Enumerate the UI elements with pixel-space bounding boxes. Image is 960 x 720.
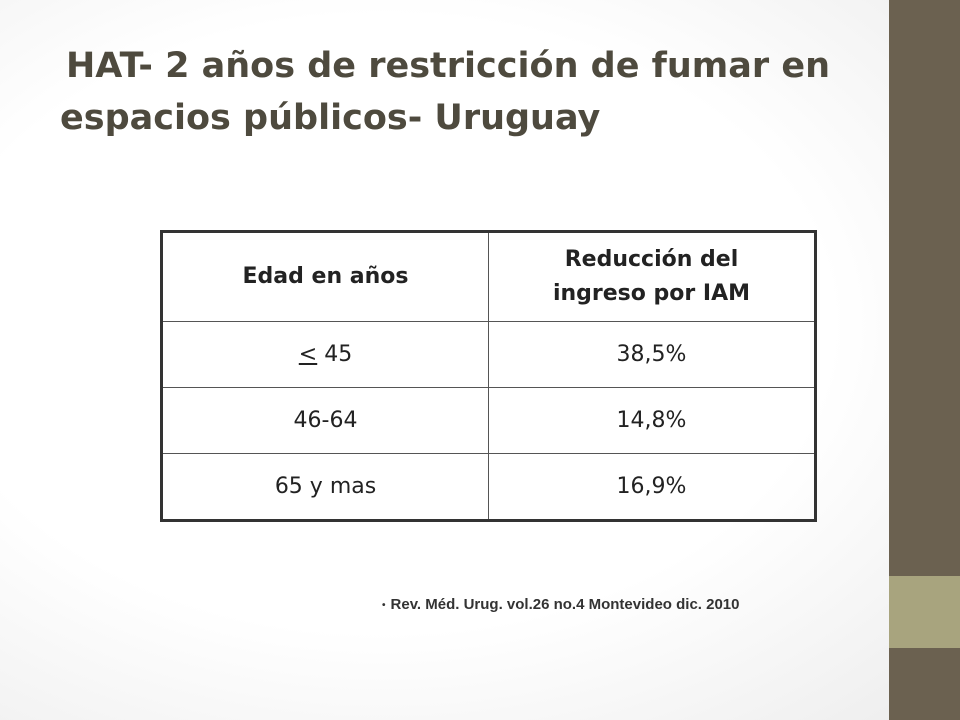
header-age: Edad en años bbox=[161, 231, 489, 322]
cell-age-value: 45 bbox=[317, 342, 353, 367]
table-row: < 45 38,5% bbox=[161, 321, 816, 388]
side-decoration-accent bbox=[889, 576, 960, 648]
table-row: 65 y mas 16,9% bbox=[161, 453, 816, 521]
header-reduction: Reducción del ingreso por IAM bbox=[488, 231, 816, 322]
cell-reduction: 16,9% bbox=[488, 453, 816, 521]
slide-title-line2: espacios públicos- Uruguay bbox=[60, 98, 601, 138]
iam-reduction-table: Edad en años Reducción del ingreso por I… bbox=[160, 230, 817, 522]
cell-age: 65 y mas bbox=[161, 453, 489, 521]
cell-age: < 45 bbox=[161, 321, 489, 388]
reference-text: Rev. Méd. Urug. vol.26 no.4 Montevideo d… bbox=[390, 596, 740, 613]
slide-title: HAT- 2 años de restricción de fumar en e… bbox=[60, 40, 880, 144]
source-reference: • Rev. Méd. Urug. vol.26 no.4 Montevideo … bbox=[382, 596, 740, 613]
cell-age: 46-64 bbox=[161, 387, 489, 454]
bullet-icon: • bbox=[382, 599, 386, 611]
slide-title-line1: HAT- 2 años de restricción de fumar en bbox=[66, 46, 830, 86]
header-reduction-label: Reducción del ingreso por IAM bbox=[552, 247, 751, 306]
table-row: 46-64 14,8% bbox=[161, 387, 816, 454]
table-header-row: Edad en años Reducción del ingreso por I… bbox=[161, 231, 816, 322]
cell-reduction: 14,8% bbox=[488, 387, 816, 454]
cell-reduction: 38,5% bbox=[488, 321, 816, 388]
less-equal-symbol: < bbox=[298, 342, 318, 367]
